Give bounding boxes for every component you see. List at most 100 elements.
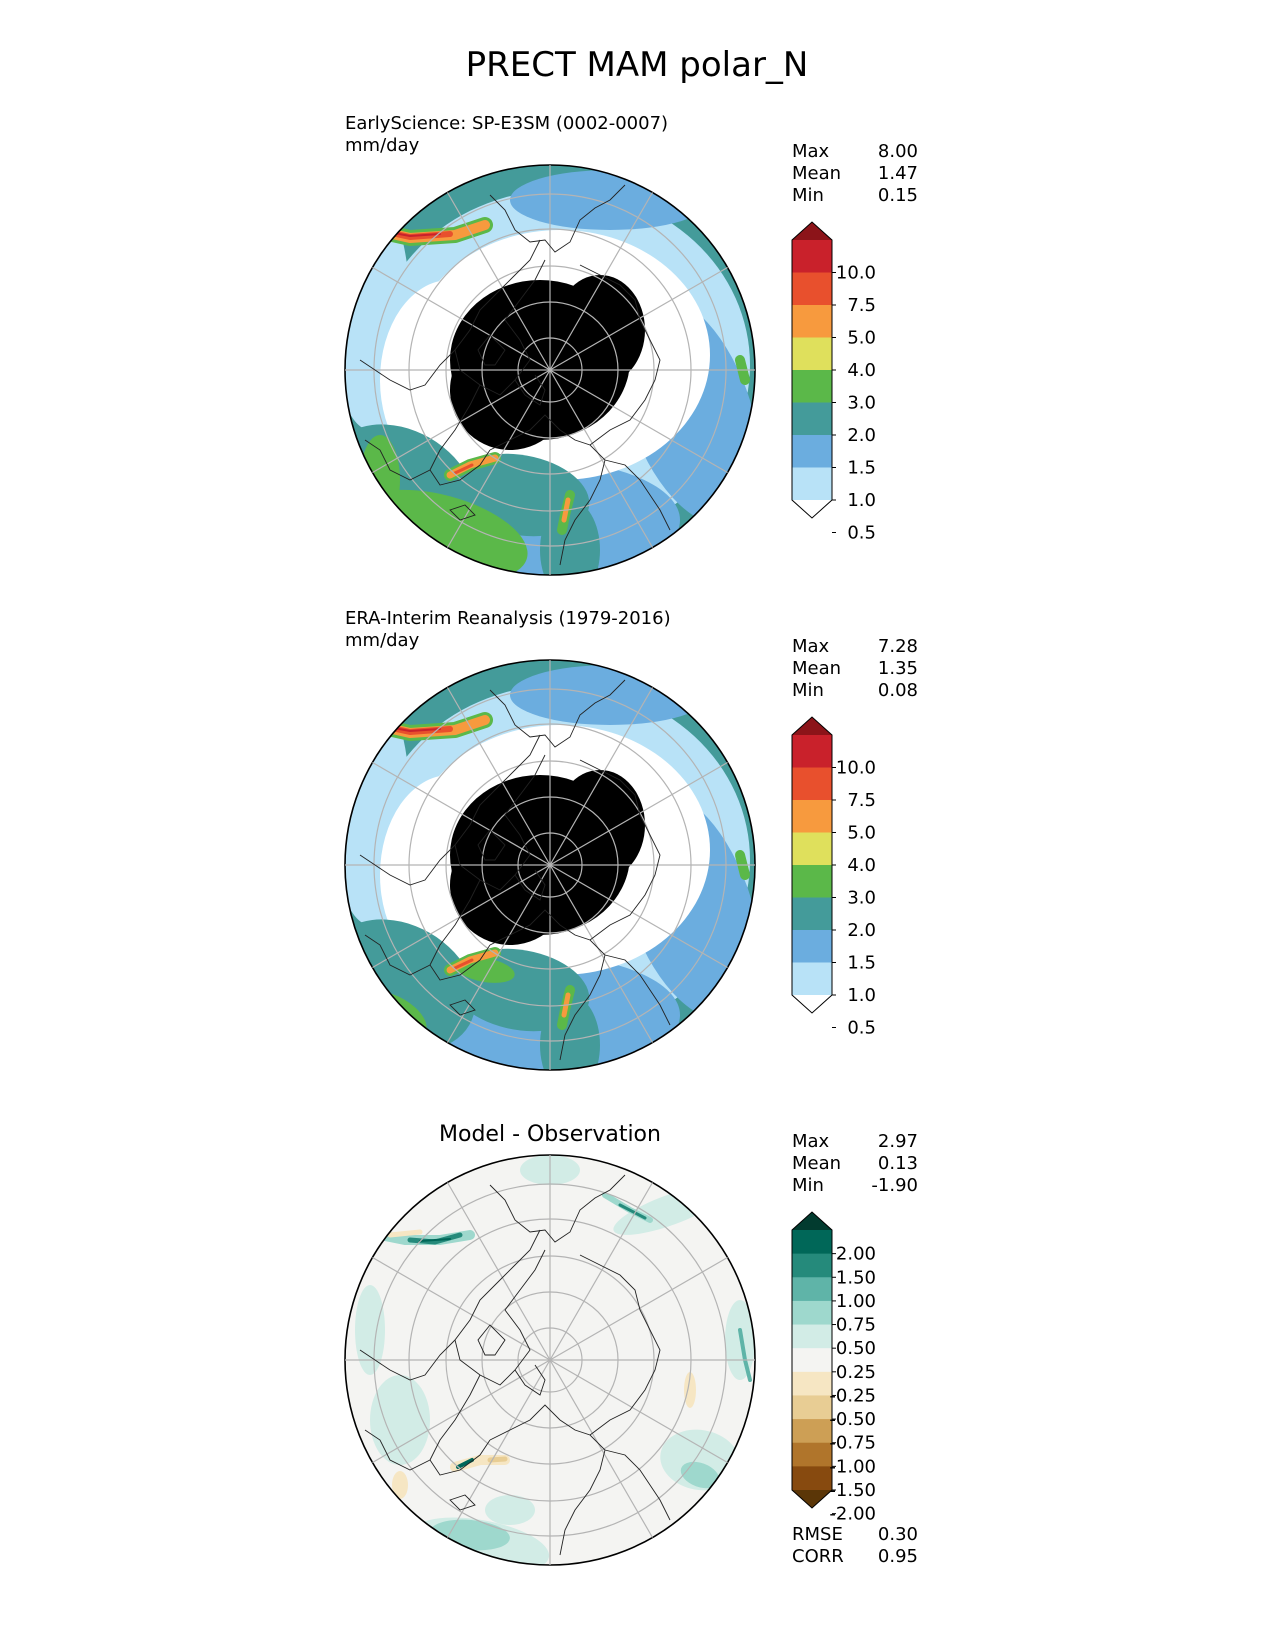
panel-title: ERA-Interim Reanalysis (1979-2016) [345,608,671,629]
coastline-segment [359,844,456,886]
stat-value: 7.28 [878,636,918,657]
meridian-line [549,369,728,474]
precip-region [555,770,645,880]
anomaly-track [407,1232,463,1245]
colorbar-segment [792,1348,832,1373]
precip-region [370,1375,430,1465]
stat-value: 1.47 [878,163,918,184]
coastline-segment [364,439,431,481]
colorbar-tick-label: 7.5 [847,295,876,316]
figure-title: PRECT MAM polar_N [466,45,809,85]
colorbar-tick-label: 4.0 [847,855,876,876]
colorbar-tick-label: 0.5 [847,1018,876,1039]
colorbar-tick-label: 5.0 [847,328,876,349]
colorbar: 10.0 7.5 5.0 4.0 3.0 2.0 1.5 1.0 0.5 [791,221,876,544]
colorbar-segment [792,962,832,996]
colorbar-segment [792,1395,832,1420]
colorbar-tick-label: 1.50 [836,1267,876,1288]
coastline-segment [514,869,546,901]
meridian-line [446,192,551,371]
colorbar: 10.0 7.5 5.0 4.0 3.0 2.0 1.5 1.0 0.5 [791,716,876,1039]
stat-value: 8.00 [878,141,918,162]
coastline-segment [364,1429,431,1471]
panel-units: mm/day [345,135,420,156]
panel-model: EarlyScience: SP-E3SM (0002-0007) mm/day… [344,113,918,576]
coastline-segment [489,1174,626,1243]
colorbar-segment [792,1324,832,1349]
panel-title: EarlyScience: SP-E3SM (0002-0007) [345,113,668,134]
stat-label: Min [792,680,824,701]
coastline-segment [489,184,626,253]
coastline-segment [477,334,506,366]
colorbar-extend-min [792,500,832,518]
meridian-line [446,687,551,866]
colorbar-extend-min [792,1490,832,1508]
stat-value: 0.13 [878,1153,918,1174]
coastline-segment [579,759,661,941]
meridian-line [549,1359,728,1464]
coastline-segment [359,349,456,391]
meridian-line [549,864,728,969]
metrics-block: RMSE 0.30 CORR 0.95 [792,1524,918,1567]
colorbar-segment [792,337,832,371]
colorbar-segment [792,1253,832,1278]
colorbar-tick-label: 2.0 [847,920,876,941]
anomaly-track [456,1458,474,1469]
stat-value: 1.35 [878,658,918,679]
stat-label: Max [792,141,830,162]
colorbar-segment [792,305,832,338]
colorbar-segment [792,272,832,306]
anomaly-track [387,1229,423,1238]
meridian-line [549,1359,654,1538]
graticule [345,1155,755,1565]
stat-label: Min [792,1175,824,1196]
colorbar-segment [792,897,832,931]
stat-value: 2.97 [878,1131,918,1152]
metric-value: 0.30 [878,1524,918,1545]
coastline-segment [477,829,506,861]
colorbar-segment [792,800,832,833]
colorbar-tick-label: 5.0 [847,823,876,844]
polar-map [344,164,756,576]
stat-label: Max [792,636,830,657]
coastline-segment [514,374,546,406]
stat-label: Mean [792,658,841,679]
map-field [345,660,755,1070]
colorbar-tick-label: 1.0 [847,490,876,511]
colorbar-segment [792,1442,832,1467]
stat-value: 0.08 [878,680,918,701]
meridian-line [372,1359,551,1464]
colorbar-tick-label: 1.00 [836,1291,876,1312]
colorbar-segment [792,1371,832,1396]
panel-title: Model - Observation [439,1122,661,1147]
colorbar-segment [792,832,832,866]
meridian-line [446,1182,551,1361]
colorbar-tick-label: 0.5 [847,523,876,544]
anomaly-track [419,1238,451,1242]
colorbar-segment [792,435,832,468]
coastline-segment [579,1254,661,1436]
colorbar-segment [792,402,832,436]
colorbar-tick-label: -1.00 [829,1456,876,1477]
precip-region [684,1372,696,1408]
graticule [345,165,755,575]
colorbar-segment [792,1300,832,1326]
colorbar-segment [792,1230,832,1255]
colorbar-segment [792,735,832,768]
colorbar-tick-label: 10.0 [836,758,876,779]
metric-value: 0.95 [878,1546,918,1567]
colorbar-tick-label: 1.0 [847,985,876,1006]
coastline-segment [449,999,476,1016]
coastline-segment [579,264,661,446]
meridian-line [549,369,654,548]
coastline-segment [604,1449,671,1521]
stat-label: Mean [792,163,841,184]
colorbar-tick-label: 1.5 [847,953,876,974]
colorbar-extend-max [792,222,832,240]
colorbar-tick-label: -0.50 [829,1409,876,1430]
colorbar-tick-label: 7.5 [847,790,876,811]
colorbar-tick-label: 10.0 [836,263,876,284]
stat-value: 0.15 [878,185,918,206]
meridian-line [446,864,551,1043]
meridian-line [549,1182,654,1361]
